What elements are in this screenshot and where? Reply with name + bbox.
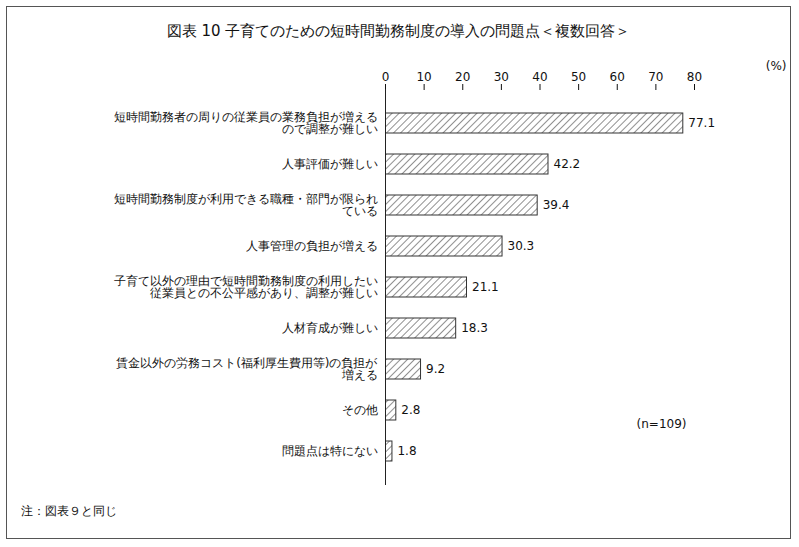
svg-text:10: 10 (416, 70, 431, 84)
svg-text:1.8: 1.8 (397, 444, 416, 458)
svg-text:(%): (%) (766, 59, 787, 73)
svg-text:70: 70 (648, 70, 663, 84)
svg-text:50: 50 (571, 70, 586, 84)
svg-text:子育て以外の理由で短時間勤務制度の利用したい従業員との不公平: 子育て以外の理由で短時間勤務制度の利用したい従業員との不公平感があり、調整が難し… (114, 274, 378, 300)
svg-text:18.3: 18.3 (461, 321, 488, 335)
svg-text:9.2: 9.2 (426, 362, 445, 376)
svg-text:40: 40 (532, 70, 547, 84)
svg-text:80: 80 (687, 70, 702, 84)
svg-text:人事管理の負担が増える: 人事管理の負担が増える (246, 239, 378, 253)
svg-text:21.1: 21.1 (472, 280, 499, 294)
svg-text:0: 0 (382, 70, 390, 84)
svg-text:(n=109): (n=109) (637, 417, 687, 431)
svg-text:短時間勤務者の周りの従業員の業務負担が増えるので調整が難しい: 短時間勤務者の周りの従業員の業務負担が増えるので調整が難しい (114, 110, 378, 136)
svg-text:39.4: 39.4 (543, 198, 570, 212)
svg-text:20: 20 (455, 70, 470, 84)
svg-text:短時間勤務制度が利用できる職種・部門が限られている: 短時間勤務制度が利用できる職種・部門が限られている (114, 192, 378, 218)
svg-text:2.8: 2.8 (401, 403, 420, 417)
svg-text:30.3: 30.3 (508, 239, 535, 253)
svg-text:その他: その他 (342, 403, 378, 417)
html-text:図表 10 子育てのための短時間勤務制度の導入の問題点＜複数: 図表 10 子育てのための短時間勤務制度の導入の問題点＜複数回答＞ (166, 22, 631, 40)
svg-text:30: 30 (494, 70, 509, 84)
svg-text:42.2: 42.2 (553, 157, 580, 171)
svg-text:人事評価が難しい: 人事評価が難しい (282, 157, 378, 171)
svg-text:60: 60 (610, 70, 625, 84)
svg-text:賃金以外の労務コスト(福利厚生費用等)の負担が増える: 賃金以外の労務コスト(福利厚生費用等)の負担が増える (116, 356, 378, 382)
svg-text:人材育成が難しい: 人材育成が難しい (282, 321, 378, 335)
svg-text:77.1: 77.1 (688, 116, 715, 130)
html-text:注：図表９と同じ: 注：図表９と同じ (21, 504, 117, 518)
svg-text:問題点は特にない: 問題点は特にない (282, 444, 378, 458)
